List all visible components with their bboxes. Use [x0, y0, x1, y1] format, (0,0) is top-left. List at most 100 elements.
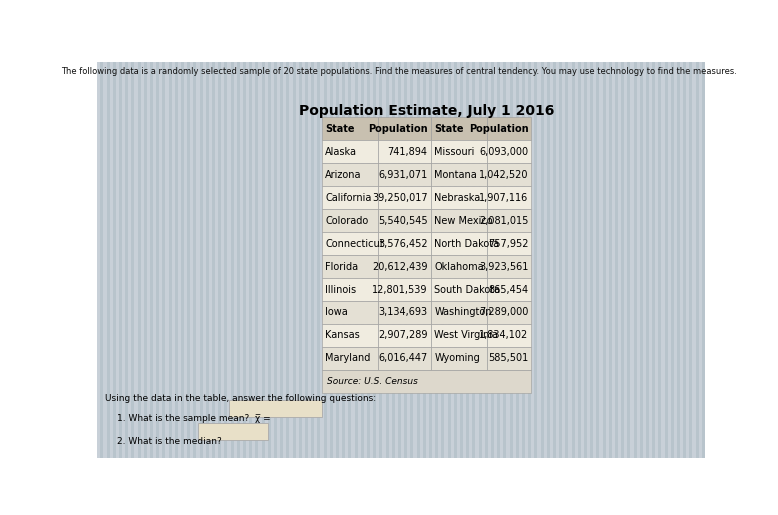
Bar	[624, 62, 627, 458]
Bar	[506, 62, 510, 458]
Bar	[487, 163, 531, 186]
Bar	[538, 62, 541, 458]
Bar	[438, 62, 441, 458]
Bar	[163, 62, 166, 458]
Text: 2,081,015: 2,081,015	[479, 216, 528, 226]
Bar	[261, 62, 265, 458]
Bar	[153, 62, 156, 458]
Bar	[277, 62, 280, 458]
Bar	[377, 62, 380, 458]
Bar	[147, 62, 150, 458]
Bar	[212, 62, 215, 458]
Bar	[431, 255, 487, 278]
Bar	[401, 62, 404, 458]
Bar	[221, 62, 224, 458]
Text: 1,907,116: 1,907,116	[479, 193, 528, 202]
Bar	[487, 117, 531, 140]
Text: 1. What is the sample mean?  χ̅ =: 1. What is the sample mean? χ̅ =	[117, 414, 270, 423]
Bar	[197, 62, 199, 458]
Bar	[608, 62, 612, 458]
Bar	[426, 62, 429, 458]
Text: Alaska: Alaska	[325, 147, 357, 157]
Bar	[379, 255, 431, 278]
Bar	[457, 62, 460, 458]
Bar	[575, 62, 578, 458]
Bar	[487, 255, 531, 278]
Bar	[431, 347, 487, 370]
Bar	[199, 62, 202, 458]
Bar	[692, 62, 696, 458]
Text: State: State	[325, 124, 355, 134]
Text: Oklahoma: Oklahoma	[434, 262, 484, 271]
Bar	[110, 62, 113, 458]
Text: Montana: Montana	[434, 169, 477, 180]
Bar	[383, 62, 386, 458]
Text: Population Estimate, July 1 2016: Population Estimate, July 1 2016	[299, 104, 554, 118]
Bar	[379, 186, 431, 209]
Text: The following data is a randomly selected sample of 20 state populations. Find t: The following data is a randomly selecte…	[61, 67, 737, 76]
Bar	[587, 62, 591, 458]
Bar	[299, 62, 302, 458]
Bar	[460, 62, 463, 458]
Bar	[534, 62, 538, 458]
Bar	[184, 62, 187, 458]
Bar	[345, 62, 349, 458]
Bar	[419, 62, 422, 458]
Bar	[454, 62, 457, 458]
Bar	[475, 62, 478, 458]
Bar	[364, 62, 367, 458]
Bar	[246, 62, 249, 458]
Bar	[597, 62, 600, 458]
Bar	[322, 163, 379, 186]
Text: 3,923,561: 3,923,561	[479, 262, 528, 271]
Bar	[487, 301, 531, 324]
Bar	[636, 62, 640, 458]
Bar	[218, 62, 221, 458]
Bar	[627, 62, 630, 458]
Bar	[594, 62, 597, 458]
Bar	[404, 62, 407, 458]
Bar	[283, 62, 286, 458]
Text: Washington: Washington	[434, 307, 492, 318]
Bar	[322, 347, 379, 370]
Text: 2. What is the median?: 2. What is the median?	[117, 437, 222, 446]
Bar	[702, 62, 705, 458]
Bar	[97, 62, 100, 458]
Bar	[447, 62, 450, 458]
Bar	[172, 62, 175, 458]
Text: 6,016,447: 6,016,447	[378, 353, 428, 364]
Text: 1,834,102: 1,834,102	[479, 331, 528, 340]
Bar	[444, 62, 447, 458]
Text: 3,576,452: 3,576,452	[378, 238, 428, 249]
Bar	[407, 62, 410, 458]
Bar	[296, 62, 299, 458]
Bar	[569, 62, 572, 458]
Bar	[352, 62, 355, 458]
Text: 20,612,439: 20,612,439	[372, 262, 428, 271]
Bar	[463, 62, 466, 458]
Bar	[128, 62, 131, 458]
Text: Florida: Florida	[325, 262, 359, 271]
Bar	[392, 62, 395, 458]
Bar	[661, 62, 664, 458]
Bar	[198, 423, 268, 440]
Bar	[581, 62, 584, 458]
Bar	[237, 62, 240, 458]
Bar	[699, 62, 702, 458]
Text: Iowa: Iowa	[325, 307, 348, 318]
Bar	[664, 62, 668, 458]
Bar	[578, 62, 581, 458]
Bar	[655, 62, 658, 458]
Text: Illinois: Illinois	[325, 284, 356, 295]
Text: New Mexico: New Mexico	[434, 216, 492, 226]
Text: 7,289,000: 7,289,000	[479, 307, 528, 318]
Bar	[482, 62, 485, 458]
Bar	[379, 278, 431, 301]
Bar	[621, 62, 624, 458]
Bar	[547, 62, 550, 458]
Bar	[321, 62, 324, 458]
Bar	[562, 62, 566, 458]
Bar	[336, 62, 339, 458]
Bar	[322, 232, 379, 255]
Bar	[113, 62, 116, 458]
